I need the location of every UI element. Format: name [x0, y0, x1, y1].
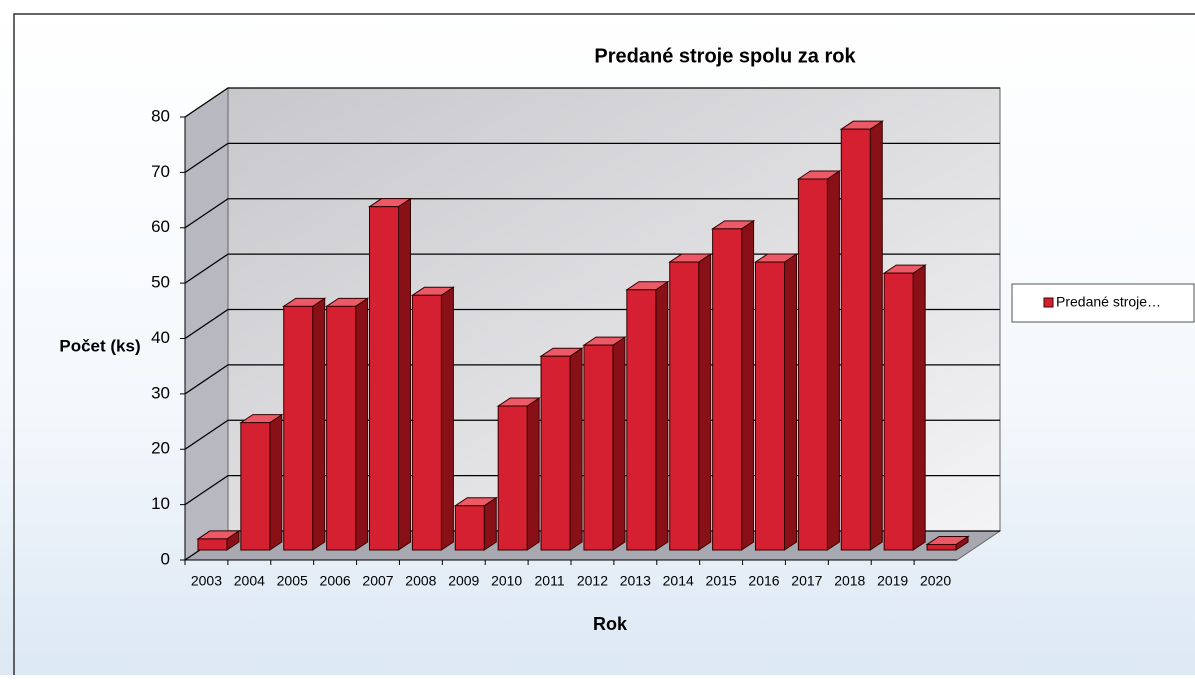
frame: [13, 13, 1195, 675]
bar: [797, 178, 828, 551]
bar: [712, 228, 743, 551]
grid-line: [184, 198, 1000, 229]
legend-label: Predané stroje…: [1056, 294, 1161, 310]
x-tick-label: 2003: [191, 573, 222, 589]
bar: [583, 344, 614, 551]
bar: [626, 289, 657, 551]
bar: [454, 505, 485, 551]
y-tick-label: 10: [151, 494, 170, 513]
x-tick-label: 2007: [362, 573, 393, 589]
bar-side: [312, 297, 326, 551]
bar: [326, 305, 357, 551]
x-tick-label: 2010: [491, 573, 522, 589]
bar: [497, 405, 528, 551]
bar-side: [698, 253, 712, 551]
bar: [240, 422, 271, 551]
y-tick-label: 40: [151, 328, 170, 347]
bar-side: [912, 264, 926, 551]
bar: [669, 261, 700, 551]
bar-side: [655, 280, 669, 551]
x-tick-label: 2009: [448, 573, 479, 589]
x-tick-label: 2005: [277, 573, 308, 589]
x-tick-label: 2016: [748, 573, 779, 589]
bar: [840, 128, 871, 551]
x-tick-label: 2013: [620, 573, 651, 589]
legend-swatch: [1043, 297, 1054, 308]
y-tick-label: 0: [161, 549, 170, 568]
bar-side: [483, 496, 497, 551]
x-tick-label: 2019: [877, 573, 908, 589]
bar: [883, 272, 914, 551]
x-axis-label: Rok: [593, 614, 628, 634]
y-tick-label: 50: [151, 273, 170, 292]
x-tick-label: 2012: [577, 573, 608, 589]
chart-title: Predané stroje spolu za rok: [594, 45, 856, 67]
bar: [369, 206, 399, 551]
bar: [755, 261, 785, 551]
grid-line: [184, 142, 1000, 173]
y-tick-label: 60: [151, 217, 170, 236]
x-tick-label: 2008: [405, 573, 436, 589]
bar: [926, 543, 957, 551]
legend: [1011, 283, 1195, 323]
bar-side: [569, 347, 583, 551]
x-tick-label: 2011: [535, 573, 565, 589]
bar: [197, 538, 228, 551]
y-tick-label: 20: [151, 439, 170, 458]
grid-line: [184, 87, 1000, 118]
x-tick-label: 2020: [920, 573, 951, 589]
bar-side: [269, 413, 283, 551]
bar-side: [826, 170, 840, 551]
bar-side: [784, 253, 797, 551]
x-tick-label: 2014: [663, 573, 694, 589]
bar-side: [612, 336, 626, 551]
y-tick-label: 80: [151, 106, 170, 125]
bar-side: [355, 297, 369, 551]
bar-side: [526, 397, 540, 551]
bar-side: [440, 286, 454, 551]
y-tick-label: 70: [151, 162, 170, 181]
bar-side: [741, 219, 755, 551]
x-tick-label: 2004: [234, 573, 265, 589]
bar: [411, 294, 442, 551]
bar: [283, 305, 314, 551]
x-tick-label: 2006: [320, 573, 351, 589]
bar-side: [398, 197, 411, 551]
x-tick-label: 2015: [706, 573, 737, 589]
x-tick-label: 2017: [791, 573, 822, 589]
bar-side: [869, 120, 883, 551]
bar: [540, 355, 571, 551]
y-axis-label: Počet (ks): [59, 336, 140, 355]
y-tick-label: 30: [151, 383, 170, 402]
x-tick-label: 2018: [834, 573, 865, 589]
